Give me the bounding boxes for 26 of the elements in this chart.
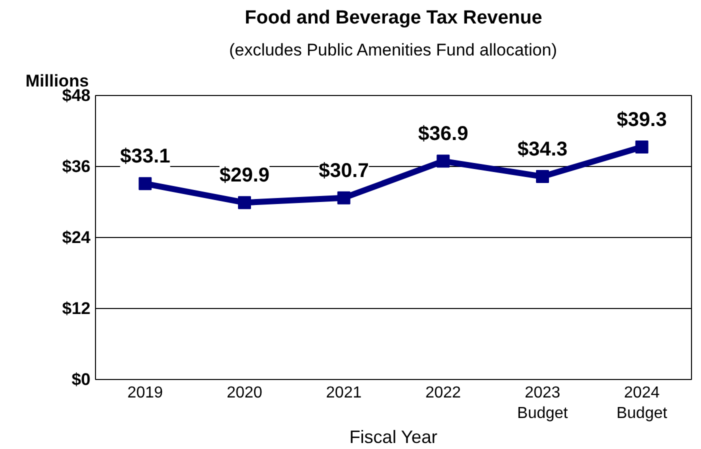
data-label: $36.9 (418, 123, 468, 146)
data-label: $30.7 (318, 160, 369, 182)
x-tick-label: 2019 (127, 384, 164, 402)
x-tick-label: 2020 (226, 384, 262, 402)
x-tick-label: 2021 (326, 384, 362, 402)
y-tick-label: $24 (62, 228, 92, 247)
x-tick-label: 2024 Budget (616, 384, 668, 422)
point (635, 140, 648, 154)
x-tick-label: 2023 Budget (517, 384, 568, 422)
data-label: $33.1 (120, 146, 170, 168)
data-label: $34.3 (517, 138, 568, 161)
x-tick-label: 2022 (425, 384, 462, 402)
data-label: $39.3 (616, 108, 667, 131)
chart-title: Food and Beverage Tax Revenue (244, 8, 542, 28)
point (536, 170, 549, 184)
y-tick-label: $0 (72, 370, 91, 389)
x-axis-title: Fiscal Year (349, 426, 438, 447)
point (436, 154, 450, 168)
y-tick-label: $12 (62, 299, 91, 318)
data-label: $29.9 (219, 164, 270, 187)
y-tick-label: $36 (62, 157, 91, 176)
point (138, 177, 152, 190)
chart-subtitle: (excludes Public Amenities Fund allocation) (229, 40, 557, 60)
point (337, 191, 350, 204)
point (238, 196, 251, 210)
y-tick-label: $48 (62, 86, 91, 105)
